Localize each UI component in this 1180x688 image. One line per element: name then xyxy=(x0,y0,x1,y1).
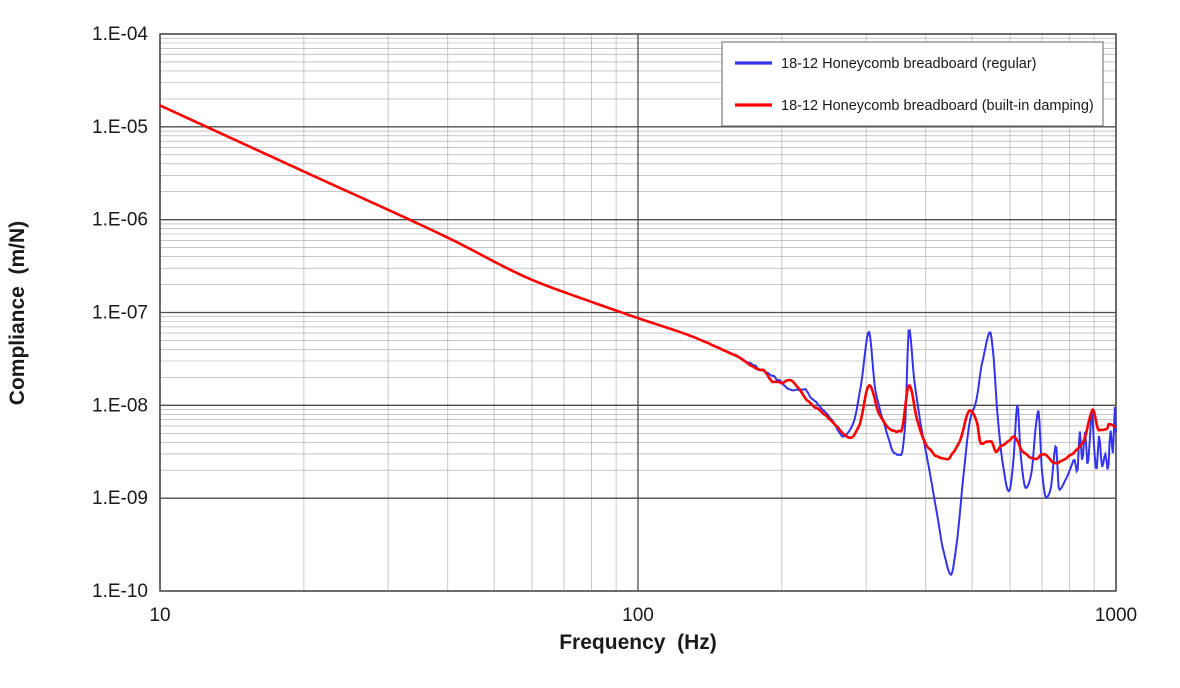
svg-text:10: 10 xyxy=(149,605,170,626)
svg-text:1.E-09: 1.E-09 xyxy=(92,488,148,509)
svg-text:1.E-08: 1.E-08 xyxy=(92,395,148,416)
svg-text:1.E-07: 1.E-07 xyxy=(92,303,148,324)
svg-text:1000: 1000 xyxy=(1095,605,1137,626)
svg-text:1.E-05: 1.E-05 xyxy=(92,117,148,138)
svg-text:18-12 Honeycomb breadboard (re: 18-12 Honeycomb breadboard (regular) xyxy=(781,56,1037,72)
svg-text:1.E-06: 1.E-06 xyxy=(92,210,148,231)
svg-text:100: 100 xyxy=(622,605,654,626)
svg-text:1.E-10: 1.E-10 xyxy=(92,581,148,602)
svg-text:1.E-04: 1.E-04 xyxy=(92,24,148,45)
svg-text:18-12 Honeycomb breadboard (bu: 18-12 Honeycomb breadboard (built-in dam… xyxy=(781,98,1094,114)
